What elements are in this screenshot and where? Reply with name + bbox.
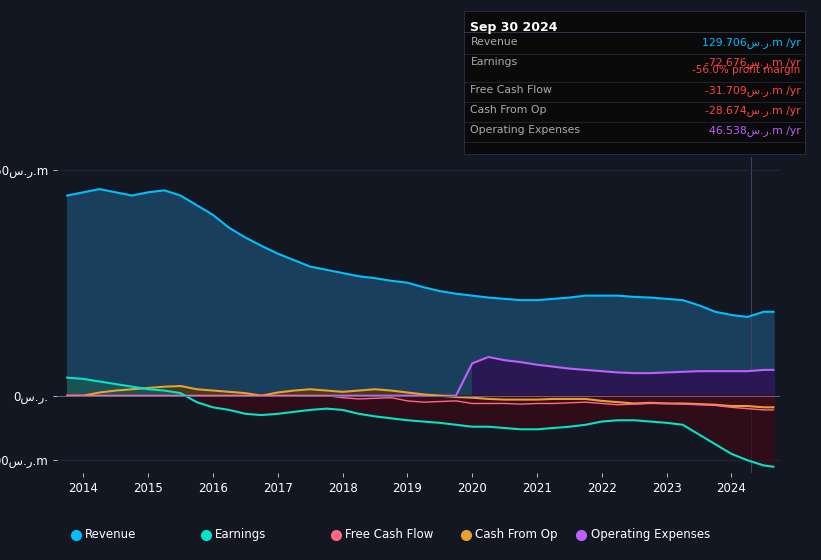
Text: Cash From Op: Cash From Op	[470, 105, 547, 115]
Text: -56.0% profit margin: -56.0% profit margin	[692, 65, 800, 75]
Text: Operating Expenses: Operating Expenses	[590, 528, 710, 542]
Text: 46.538س.ر.m /yr: 46.538س.ر.m /yr	[709, 125, 800, 137]
Text: Cash From Op: Cash From Op	[475, 528, 557, 542]
Text: -72.676س.ر.m /yr: -72.676س.ر.m /yr	[705, 57, 800, 68]
Text: -28.674س.ر.m /yr: -28.674س.ر.m /yr	[705, 105, 800, 116]
Text: Revenue: Revenue	[85, 528, 136, 542]
Text: Free Cash Flow: Free Cash Flow	[345, 528, 433, 542]
Text: -31.709س.ر.m /yr: -31.709س.ر.m /yr	[704, 85, 800, 96]
Text: Revenue: Revenue	[470, 37, 518, 47]
Text: Operating Expenses: Operating Expenses	[470, 125, 580, 136]
Text: Sep 30 2024: Sep 30 2024	[470, 21, 558, 34]
Text: Earnings: Earnings	[470, 57, 517, 67]
Text: Free Cash Flow: Free Cash Flow	[470, 85, 553, 95]
Text: 129.706س.ر.m /yr: 129.706س.ر.m /yr	[702, 37, 800, 48]
Text: Earnings: Earnings	[215, 528, 266, 542]
